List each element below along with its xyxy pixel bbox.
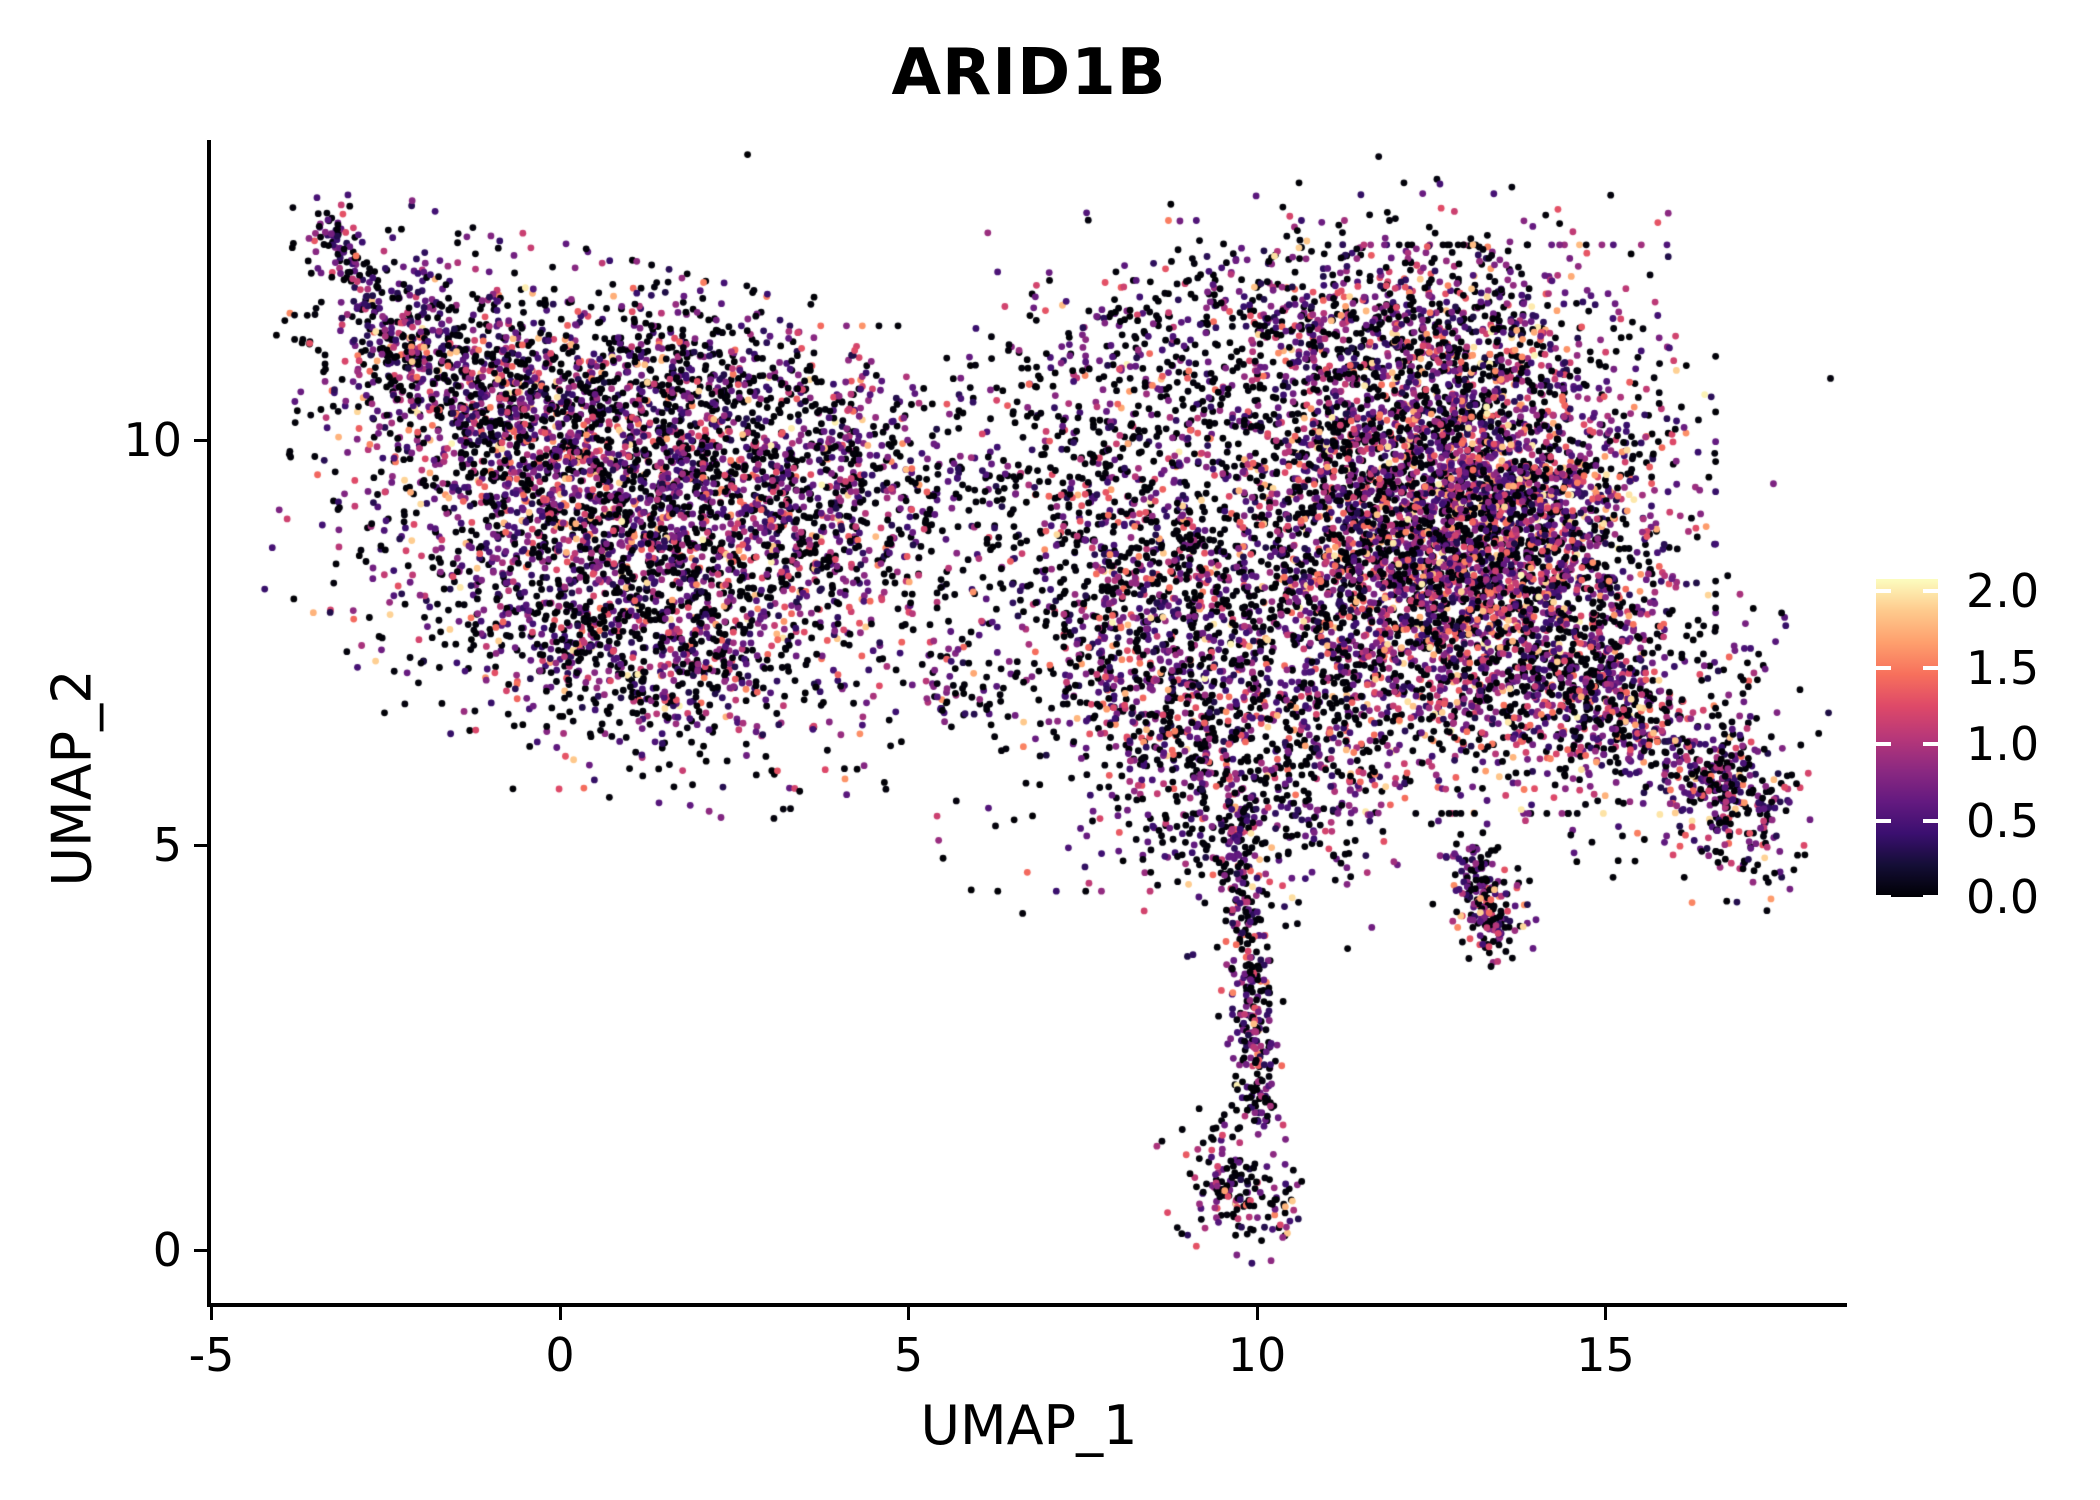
x-tick-label: 0 <box>545 1328 575 1382</box>
colorbar-tick-mark <box>1923 589 1938 594</box>
x-tick-mark <box>1604 1307 1607 1320</box>
y-tick-mark <box>194 843 207 847</box>
x-axis-line <box>207 1303 1847 1307</box>
y-axis-label: UMAP_2 <box>40 669 104 887</box>
x-tick-label: 5 <box>893 1328 924 1382</box>
colorbar-tick-mark <box>1876 665 1891 670</box>
colorbar-tick-label: 1.0 <box>1966 717 2040 772</box>
x-tick-label: 10 <box>1227 1328 1287 1382</box>
x-tick-label: -5 <box>188 1328 235 1382</box>
colorbar-tick-label: 2.0 <box>1966 564 2040 619</box>
x-tick-mark <box>907 1307 910 1320</box>
y-tick-mark <box>194 438 207 442</box>
plot-title: ARID1B <box>891 36 1167 110</box>
colorbar-tick-mark <box>1923 895 1938 899</box>
y-tick-label: 10 <box>123 413 182 467</box>
colorbar-tick-mark <box>1876 818 1891 823</box>
colorbar-tick-label: 1.5 <box>1966 640 2040 695</box>
y-tick-label: 5 <box>152 818 182 872</box>
y-tick-label: 0 <box>152 1223 182 1277</box>
colorbar-tick-mark <box>1876 742 1891 747</box>
colorbar-tick-mark <box>1923 665 1938 670</box>
y-tick-mark <box>194 1248 207 1252</box>
colorbar-tick-label: 0.5 <box>1966 793 2040 848</box>
x-axis-label: UMAP_1 <box>920 1394 1138 1457</box>
colorbar-tick-mark <box>1876 589 1891 594</box>
x-tick-mark <box>558 1307 562 1320</box>
y-axis-line <box>207 140 211 1307</box>
colorbar-tick-mark <box>1876 895 1891 899</box>
colorbar-tick-mark <box>1923 818 1938 823</box>
colorbar-tick-label: 0.0 <box>1966 870 2040 924</box>
x-tick-label: 15 <box>1576 1328 1635 1382</box>
x-tick-mark <box>1255 1307 1259 1320</box>
colorbar-tick-mark <box>1923 742 1938 747</box>
colorbar-gradient <box>1876 579 1938 897</box>
x-tick-mark <box>210 1307 213 1320</box>
